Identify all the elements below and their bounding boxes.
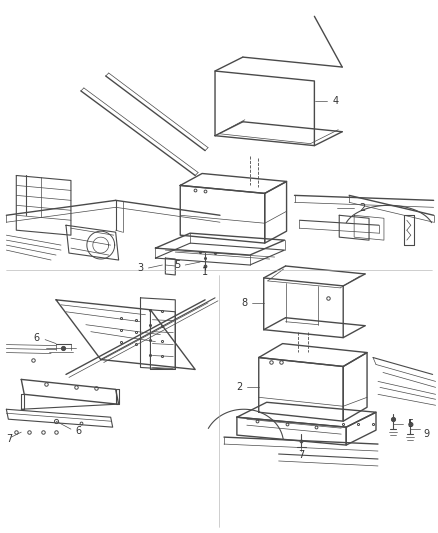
Text: 9: 9 [424,429,430,439]
Text: 2: 2 [359,203,365,213]
Text: 3: 3 [138,263,144,273]
Text: 1: 1 [202,267,208,277]
Text: 6: 6 [75,426,81,436]
Text: 5: 5 [174,260,180,270]
Text: 7: 7 [298,450,304,460]
Text: 7: 7 [7,434,13,444]
Text: 6: 6 [33,333,39,343]
Text: 5: 5 [407,419,413,429]
Text: 8: 8 [242,298,248,308]
Text: 4: 4 [332,96,339,106]
Text: 2: 2 [237,382,243,392]
